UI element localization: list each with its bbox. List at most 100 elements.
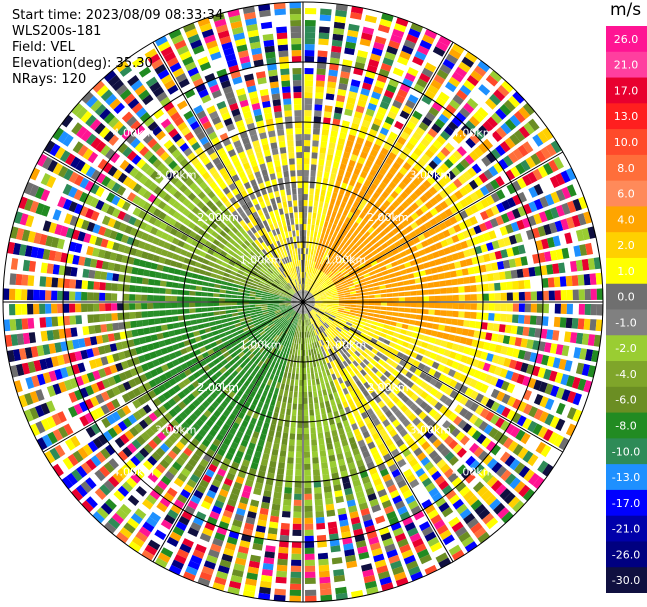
range-gate bbox=[452, 94, 464, 106]
range-gate bbox=[544, 383, 554, 395]
range-gate bbox=[290, 354, 295, 362]
range-gate bbox=[187, 442, 197, 452]
range-gate bbox=[322, 474, 330, 481]
range-gate bbox=[68, 186, 78, 198]
range-gate bbox=[204, 271, 212, 277]
range-gate bbox=[123, 293, 130, 301]
range-gate bbox=[336, 285, 343, 289]
range-gate bbox=[413, 510, 425, 521]
range-gate bbox=[397, 214, 405, 222]
range-gate bbox=[332, 251, 338, 259]
range-gate bbox=[235, 381, 243, 389]
range-gate bbox=[321, 332, 326, 339]
range-gate bbox=[124, 275, 131, 283]
range-gate bbox=[506, 347, 514, 357]
range-gate bbox=[87, 303, 94, 312]
range-gate bbox=[473, 176, 484, 187]
range-gate bbox=[221, 553, 233, 563]
range-gate bbox=[339, 234, 345, 242]
range-gate bbox=[277, 376, 283, 383]
range-gate bbox=[111, 283, 118, 291]
range-gate bbox=[430, 542, 443, 553]
range-gate bbox=[463, 249, 471, 258]
range-gate bbox=[74, 203, 84, 215]
range-gate bbox=[170, 337, 178, 344]
range-gate bbox=[213, 263, 221, 270]
range-gate bbox=[220, 238, 228, 245]
range-gate bbox=[410, 505, 422, 516]
range-gate bbox=[308, 248, 312, 255]
range-gate bbox=[250, 370, 257, 378]
range-gate bbox=[224, 234, 232, 242]
range-gate bbox=[221, 261, 228, 268]
range-gate bbox=[257, 270, 264, 276]
range-gate bbox=[316, 321, 321, 327]
range-gate bbox=[386, 346, 394, 353]
range-gate bbox=[231, 298, 238, 302]
range-gate bbox=[360, 425, 368, 434]
range-gate bbox=[351, 590, 364, 598]
range-gate bbox=[40, 418, 51, 431]
range-gate bbox=[313, 481, 322, 488]
range-gate bbox=[335, 9, 347, 18]
range-gate bbox=[250, 436, 258, 445]
range-gate bbox=[388, 414, 397, 423]
range-gate bbox=[238, 314, 245, 319]
range-gate bbox=[452, 294, 459, 301]
range-gate bbox=[381, 242, 389, 250]
range-gate bbox=[500, 292, 507, 301]
range-gate bbox=[383, 324, 390, 330]
range-gate bbox=[307, 285, 311, 291]
range-gate bbox=[308, 297, 315, 300]
range-gate bbox=[306, 367, 310, 374]
range-gate bbox=[297, 355, 300, 362]
range-gate bbox=[361, 341, 369, 348]
range-gate bbox=[19, 213, 29, 226]
range-gate bbox=[225, 306, 232, 310]
range-gate bbox=[392, 292, 399, 297]
range-gate bbox=[388, 131, 398, 141]
range-gate bbox=[367, 441, 376, 450]
range-gate bbox=[222, 423, 231, 432]
range-gate bbox=[312, 316, 317, 322]
range-gate bbox=[252, 258, 259, 264]
range-gate bbox=[34, 404, 45, 418]
range-gate bbox=[364, 455, 373, 464]
range-gate bbox=[143, 353, 152, 362]
range-gate bbox=[164, 470, 175, 481]
range-gate bbox=[291, 303, 298, 305]
range-gate bbox=[403, 313, 411, 319]
range-gate bbox=[560, 303, 567, 314]
range-gate bbox=[431, 234, 440, 243]
range-gate bbox=[109, 343, 118, 352]
range-gate bbox=[341, 317, 348, 322]
range-gate bbox=[535, 150, 547, 163]
range-gate bbox=[445, 489, 457, 500]
range-gate bbox=[111, 386, 121, 396]
range-gate bbox=[315, 284, 320, 290]
range-gate bbox=[298, 313, 301, 320]
range-gate bbox=[248, 442, 256, 450]
range-gate bbox=[305, 325, 308, 332]
range-gate bbox=[361, 563, 373, 572]
range-gate bbox=[510, 372, 520, 383]
range-gate bbox=[308, 325, 311, 332]
range-gate bbox=[190, 554, 203, 565]
range-gate bbox=[559, 276, 567, 287]
range-gate bbox=[333, 569, 345, 577]
range-gate bbox=[336, 174, 343, 182]
range-gate bbox=[185, 417, 194, 427]
range-gate bbox=[63, 278, 71, 289]
range-gate bbox=[512, 194, 522, 206]
range-gate bbox=[538, 341, 546, 352]
range-gate bbox=[328, 418, 335, 426]
range-gate bbox=[131, 329, 139, 337]
range-gate bbox=[247, 511, 257, 519]
range-gate bbox=[225, 432, 234, 441]
range-gate bbox=[242, 434, 251, 442]
range-gate bbox=[361, 351, 368, 358]
range-gate bbox=[362, 302, 369, 305]
range-gate bbox=[45, 303, 52, 314]
range-gate bbox=[303, 254, 306, 260]
range-gate bbox=[195, 313, 203, 319]
